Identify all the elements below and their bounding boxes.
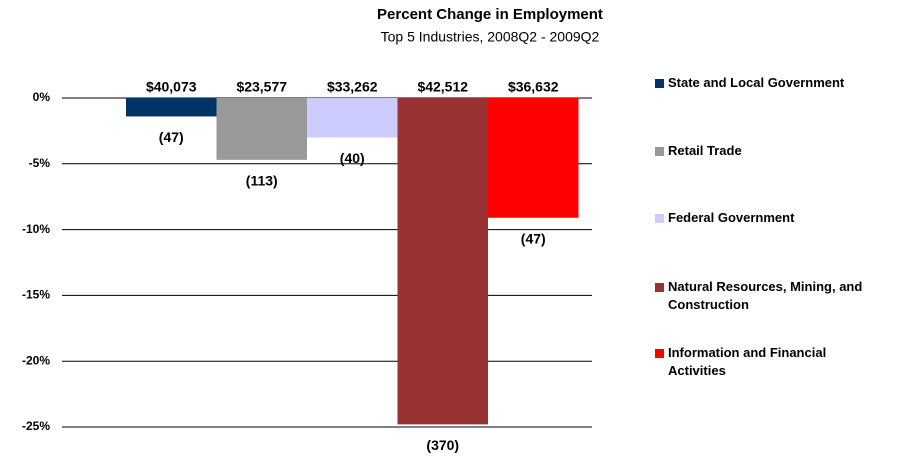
legend-swatch xyxy=(655,214,664,223)
bar xyxy=(216,98,307,160)
legend-label: Information and Financial Activities xyxy=(668,345,827,378)
chart-title: Percent Change in Employment xyxy=(377,6,603,23)
wage-label: $33,262 xyxy=(327,79,378,95)
chart-subtitle: Top 5 Industries, 2008Q2 - 2009Q2 xyxy=(381,29,600,45)
change-label: (113) xyxy=(246,173,278,189)
wage-label: $36,632 xyxy=(508,79,559,95)
change-label: (370) xyxy=(426,437,459,453)
legend-swatch xyxy=(655,79,664,88)
y-tick-label: -5% xyxy=(29,156,51,170)
wage-label: $40,073 xyxy=(146,79,197,95)
legend-swatch xyxy=(655,349,664,358)
legend-label: State and Local Government xyxy=(668,75,845,90)
bar xyxy=(307,98,398,138)
y-tick-label: -25% xyxy=(22,419,50,433)
wage-label: $42,512 xyxy=(417,79,468,95)
change-label: (47) xyxy=(521,230,546,246)
y-tick-label: -15% xyxy=(22,288,50,302)
legend-label: Federal Government xyxy=(668,210,795,225)
y-tick-label: 0% xyxy=(33,90,51,104)
bar xyxy=(488,98,579,218)
y-tick-label: -20% xyxy=(22,353,50,367)
legend-swatch xyxy=(655,283,664,292)
legend-label: Retail Trade xyxy=(668,143,742,158)
change-label: (40) xyxy=(340,150,365,166)
bar xyxy=(126,98,217,117)
wage-label: $23,577 xyxy=(236,79,287,95)
change-label: (47) xyxy=(159,129,184,145)
legend-label: Natural Resources, Mining, and Construct… xyxy=(668,279,863,312)
bar xyxy=(397,98,488,425)
legend-swatch xyxy=(655,147,664,156)
y-tick-label: -10% xyxy=(22,222,50,236)
